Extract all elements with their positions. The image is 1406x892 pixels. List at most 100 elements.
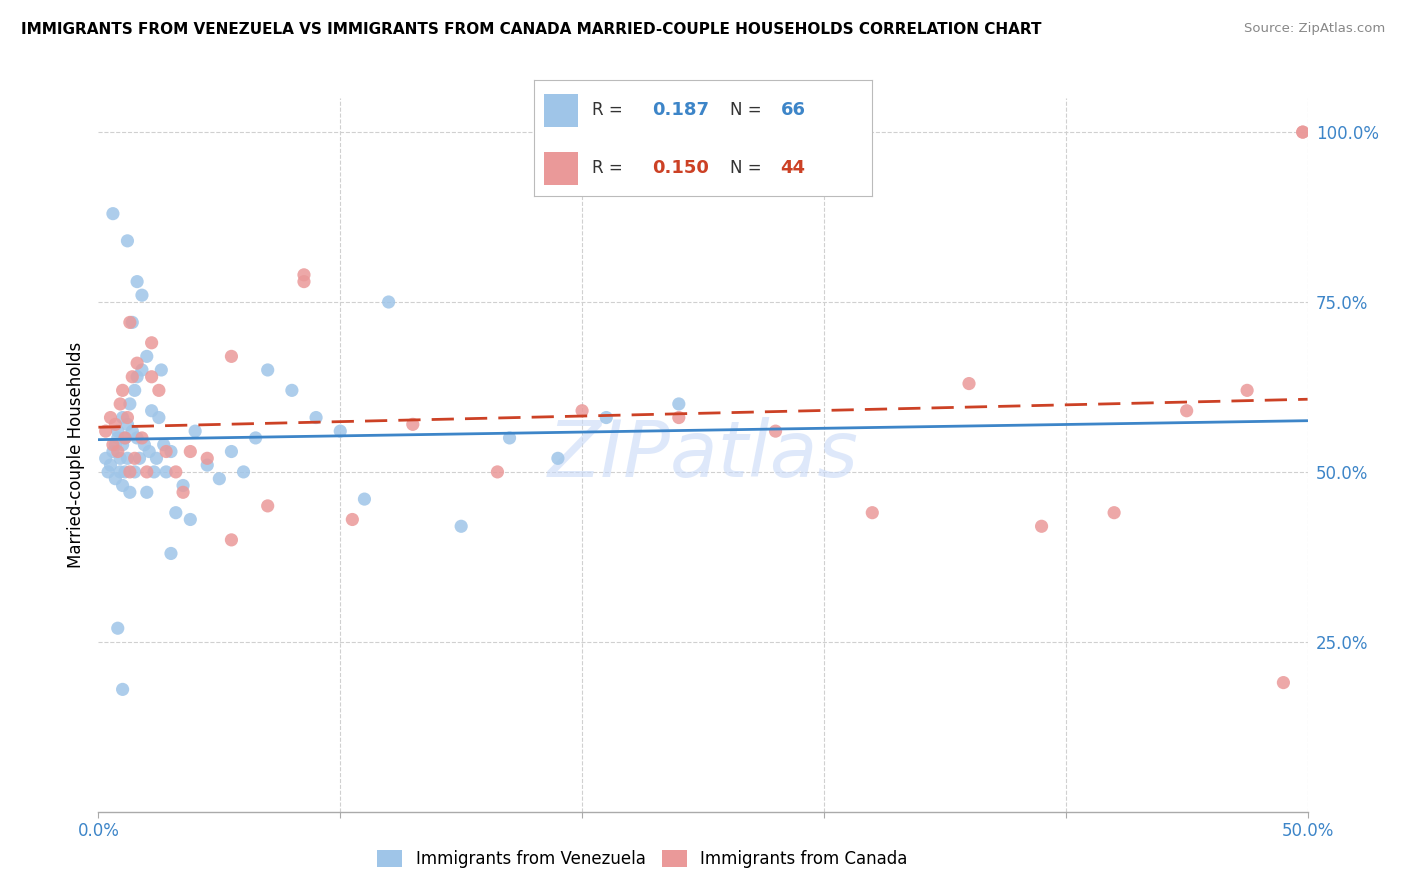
Point: [104, 438, 127, 452]
Text: N =: N =: [730, 160, 766, 178]
Point: [107, 444, 129, 458]
Point: [97, 465, 120, 479]
Point: [141, 403, 163, 417]
Point: [108, 397, 131, 411]
Point: [104, 472, 127, 486]
Point: [1292, 125, 1315, 139]
Point: [402, 417, 425, 432]
Point: [184, 424, 207, 438]
Legend: Immigrants from Venezuela, Immigrants from Canada: Immigrants from Venezuela, Immigrants fr…: [371, 843, 914, 875]
Text: 66: 66: [780, 102, 806, 120]
Point: [165, 465, 187, 479]
Point: [94, 424, 117, 438]
Text: R =: R =: [592, 102, 627, 120]
Point: [135, 485, 157, 500]
FancyBboxPatch shape: [544, 95, 578, 127]
Point: [127, 431, 149, 445]
Point: [107, 431, 129, 445]
Point: [281, 384, 304, 398]
Point: [117, 234, 139, 248]
Point: [595, 410, 617, 425]
Point: [155, 444, 177, 458]
Point: [498, 431, 520, 445]
Text: Source: ZipAtlas.com: Source: ZipAtlas.com: [1244, 22, 1385, 36]
Text: 0.150: 0.150: [652, 160, 709, 178]
Point: [108, 465, 131, 479]
Point: [1175, 403, 1198, 417]
Point: [292, 275, 315, 289]
Point: [148, 384, 170, 398]
Point: [138, 444, 160, 458]
Point: [124, 465, 146, 479]
Point: [100, 458, 122, 472]
Point: [100, 410, 122, 425]
Point: [148, 410, 170, 425]
Text: N =: N =: [730, 102, 766, 120]
Point: [547, 451, 569, 466]
Point: [104, 417, 127, 432]
Point: [165, 506, 187, 520]
Point: [179, 444, 201, 458]
Point: [195, 458, 218, 472]
Point: [114, 431, 136, 445]
Point: [232, 465, 254, 479]
Point: [143, 465, 166, 479]
Point: [135, 350, 157, 364]
Point: [111, 478, 134, 492]
Point: [101, 444, 124, 458]
Point: [342, 512, 364, 526]
Point: [117, 417, 139, 432]
Text: 44: 44: [780, 160, 806, 178]
Point: [111, 438, 134, 452]
Point: [1272, 675, 1295, 690]
Point: [860, 506, 883, 520]
Point: [145, 451, 167, 466]
Point: [160, 546, 183, 560]
Point: [172, 485, 194, 500]
Point: [208, 472, 231, 486]
Point: [1031, 519, 1053, 533]
Point: [111, 410, 134, 425]
Point: [124, 384, 146, 398]
Point: [121, 369, 143, 384]
Point: [1292, 125, 1315, 139]
Point: [124, 451, 146, 466]
Text: ZIPatlas: ZIPatlas: [547, 417, 859, 493]
Point: [668, 410, 690, 425]
Point: [118, 485, 141, 500]
Point: [172, 478, 194, 492]
Point: [1236, 384, 1258, 398]
Point: [141, 335, 163, 350]
Y-axis label: Married-couple Households: Married-couple Households: [66, 342, 84, 568]
Point: [486, 465, 509, 479]
Point: [150, 363, 173, 377]
Point: [131, 288, 153, 302]
Point: [135, 465, 157, 479]
Point: [114, 431, 136, 445]
Point: [101, 207, 124, 221]
Point: [256, 363, 278, 377]
Point: [450, 519, 472, 533]
Text: 0.187: 0.187: [652, 102, 710, 120]
Point: [195, 451, 218, 466]
Point: [221, 444, 243, 458]
Point: [131, 363, 153, 377]
Point: [179, 512, 201, 526]
Point: [256, 499, 278, 513]
Point: [957, 376, 980, 391]
Point: [127, 275, 149, 289]
Point: [155, 465, 177, 479]
Point: [108, 451, 131, 466]
Point: [571, 403, 593, 417]
Point: [121, 424, 143, 438]
Point: [107, 424, 129, 438]
Point: [118, 315, 141, 329]
Point: [292, 268, 315, 282]
Point: [127, 356, 149, 370]
FancyBboxPatch shape: [544, 153, 578, 185]
Point: [668, 397, 690, 411]
Point: [329, 424, 352, 438]
Point: [111, 682, 134, 697]
Point: [117, 451, 139, 466]
Point: [221, 533, 243, 547]
